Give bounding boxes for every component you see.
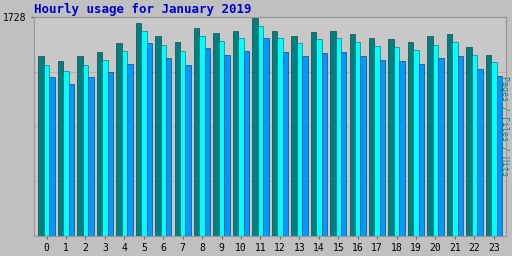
Bar — [180, 51, 185, 236]
Bar — [166, 58, 172, 236]
Bar — [97, 52, 102, 236]
Bar — [311, 32, 316, 236]
Bar — [219, 41, 224, 236]
Bar — [291, 36, 296, 236]
Bar — [374, 46, 380, 236]
Bar — [258, 26, 263, 236]
Bar — [83, 65, 88, 236]
Bar — [38, 56, 44, 236]
Bar — [224, 55, 230, 236]
Bar — [69, 84, 74, 236]
Bar — [486, 55, 491, 236]
Bar — [194, 28, 199, 236]
Bar — [141, 31, 146, 236]
Bar — [58, 61, 63, 236]
Bar — [341, 52, 347, 236]
Bar — [214, 33, 219, 236]
Bar — [413, 50, 419, 236]
Bar — [199, 36, 205, 236]
Bar — [355, 42, 360, 236]
Bar — [127, 63, 133, 236]
Bar — [205, 48, 210, 236]
Bar — [63, 71, 69, 236]
Bar — [155, 36, 160, 236]
Bar — [419, 63, 424, 236]
Bar — [233, 31, 238, 236]
Bar — [447, 34, 452, 236]
Bar — [472, 55, 477, 236]
Bar — [49, 77, 55, 236]
Text: Hourly usage for January 2019: Hourly usage for January 2019 — [34, 3, 251, 16]
Bar — [116, 43, 122, 236]
Bar — [399, 61, 405, 236]
Bar — [146, 43, 152, 236]
Bar — [438, 58, 443, 236]
Bar — [394, 47, 399, 236]
Bar — [263, 38, 269, 236]
Bar — [428, 36, 433, 236]
Bar — [102, 60, 108, 236]
Bar — [244, 51, 249, 236]
Bar — [335, 38, 341, 236]
Bar — [491, 62, 497, 236]
Bar — [316, 39, 322, 236]
Bar — [277, 38, 283, 236]
Bar — [360, 56, 366, 236]
Bar — [350, 34, 355, 236]
Bar — [369, 38, 374, 236]
Y-axis label: Pages / Files / Hits: Pages / Files / Hits — [500, 76, 509, 176]
Bar — [175, 42, 180, 236]
Bar — [252, 18, 258, 236]
Bar — [452, 42, 458, 236]
Bar — [136, 23, 141, 236]
Bar — [122, 51, 127, 236]
Bar — [283, 52, 288, 236]
Bar — [88, 77, 94, 236]
Bar — [322, 53, 327, 236]
Bar — [466, 47, 472, 236]
Bar — [238, 38, 244, 236]
Bar — [160, 45, 166, 236]
Bar — [296, 43, 302, 236]
Bar — [408, 42, 413, 236]
Bar — [185, 65, 191, 236]
Bar — [108, 72, 113, 236]
Bar — [44, 65, 49, 236]
Bar — [380, 60, 386, 236]
Bar — [77, 56, 83, 236]
Bar — [433, 45, 438, 236]
Bar — [497, 76, 502, 236]
Bar — [302, 56, 308, 236]
Bar — [458, 56, 463, 236]
Bar — [389, 39, 394, 236]
Bar — [477, 69, 482, 236]
Bar — [330, 31, 335, 236]
Bar — [272, 31, 277, 236]
